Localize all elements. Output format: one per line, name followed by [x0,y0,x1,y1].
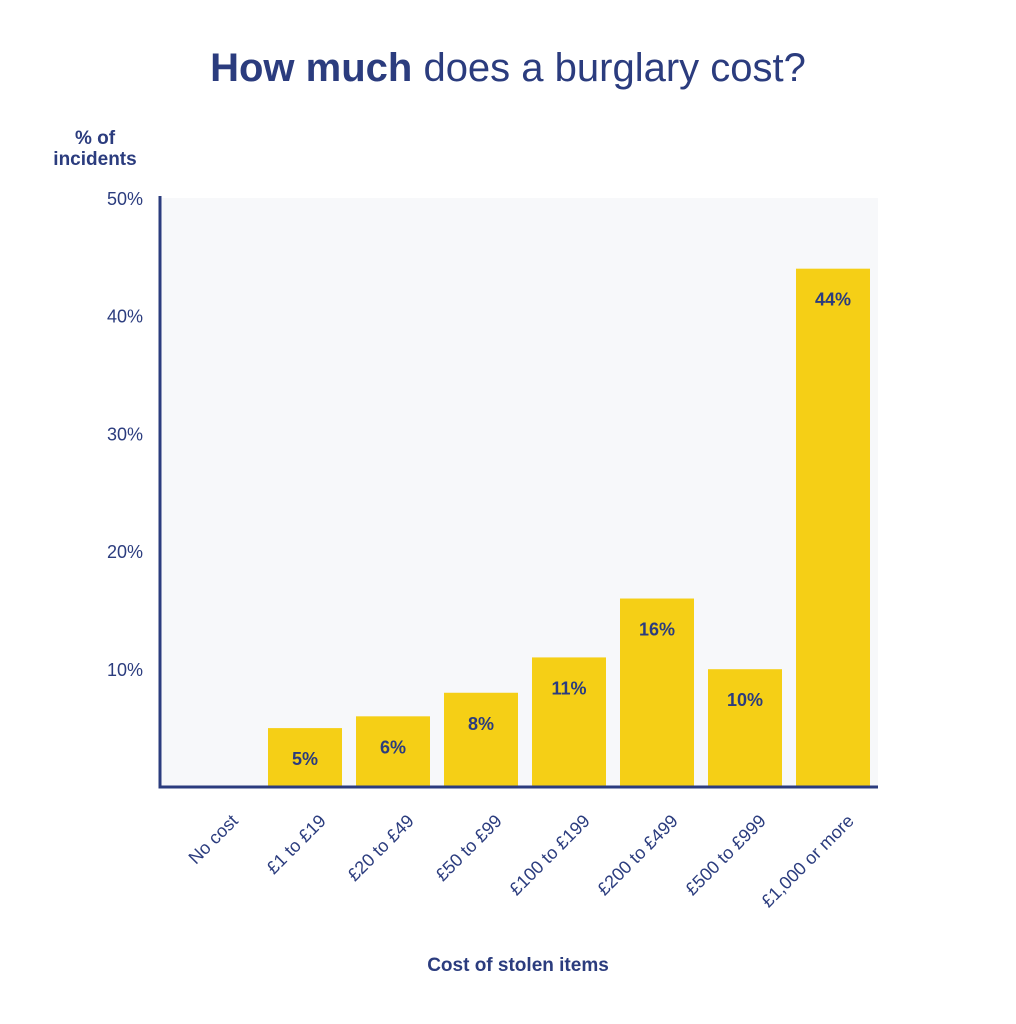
y-axis-label: % of incidents [53,128,137,170]
bar [444,692,518,787]
y-tick-label: 10% [107,660,143,680]
bar [532,657,606,787]
bar-value-label: 11% [551,678,586,698]
y-tick-label: 40% [107,307,143,327]
bar-value-label: 5% [292,749,318,769]
x-tick-label: £500 to £999 [681,811,769,899]
x-tick-label: £200 to £499 [593,811,681,899]
chart-title: How much does a burglary cost? [0,46,1016,91]
bar-value-label: 16% [639,620,675,640]
x-tick-label: £1 to £19 [263,811,330,878]
x-tick-label: £50 to £99 [432,811,506,885]
x-tick-label: £20 to £49 [344,811,418,885]
x-axis-label: Cost of stolen items [427,955,609,976]
bar-value-label: 6% [380,737,406,757]
x-tick-label: No cost [185,811,242,868]
bar [708,669,782,787]
y-tick-label: 50% [107,189,143,209]
bar [356,716,430,787]
bar [268,728,342,787]
chart-title-rest: does a burglary cost? [412,46,806,90]
bar [620,598,694,787]
bar [796,268,870,787]
x-tick-label: £100 to £199 [505,811,593,899]
y-tick-label: 20% [107,542,143,562]
bar-value-label: 10% [727,690,763,710]
bar-value-label: 8% [468,714,494,734]
y-tick-label: 30% [107,424,143,444]
x-tick-label: £1,000 or more [757,811,857,911]
bar-value-label: 44% [815,290,851,310]
chart-title-bold: How much [210,46,413,90]
